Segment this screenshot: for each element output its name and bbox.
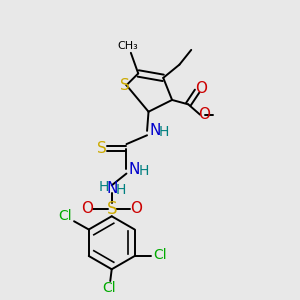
Text: S: S <box>106 200 117 218</box>
Text: O: O <box>195 81 207 96</box>
Text: O: O <box>198 107 210 122</box>
Text: O: O <box>81 201 93 216</box>
Text: Cl: Cl <box>58 209 72 223</box>
Text: S: S <box>120 78 130 93</box>
Text: H: H <box>159 125 169 139</box>
Text: N: N <box>106 181 118 196</box>
Text: H: H <box>98 180 109 194</box>
Text: CH₃: CH₃ <box>117 41 138 51</box>
Text: H: H <box>116 183 126 197</box>
Text: Cl: Cl <box>153 248 166 262</box>
Text: N: N <box>149 123 161 138</box>
Text: N: N <box>129 162 140 177</box>
Text: H: H <box>138 164 148 178</box>
Text: S: S <box>97 141 107 156</box>
Text: Cl: Cl <box>103 280 116 295</box>
Text: O: O <box>130 201 142 216</box>
